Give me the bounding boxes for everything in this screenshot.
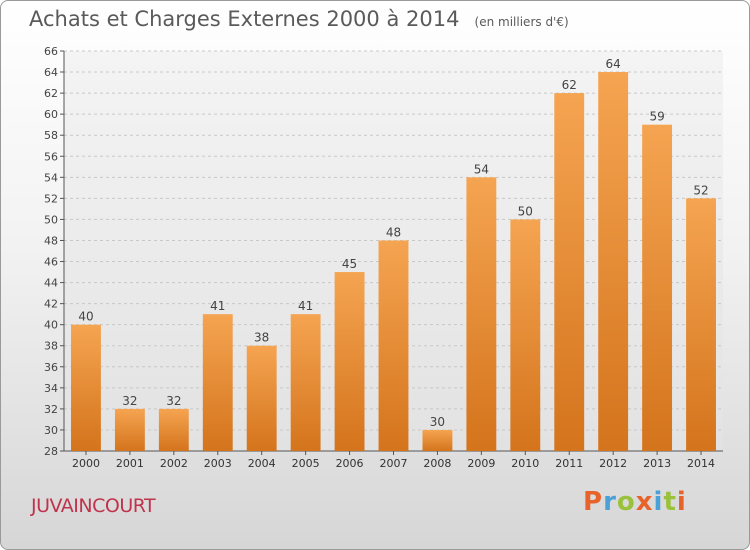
logo-letter: r [603,487,617,517]
bar-value-label: 54 [474,162,489,176]
y-tick-label: 34 [44,382,58,395]
x-tick-label: 2004 [248,457,276,470]
bar [290,314,321,451]
bar-value-label: 45 [342,257,357,271]
y-tick-label: 62 [44,87,58,100]
bar-value-label: 38 [254,331,269,345]
logo-letter: t [663,487,677,517]
y-tick-label: 42 [44,298,58,311]
logo-letter: x [635,487,654,517]
bar-value-label: 62 [562,78,577,92]
bar-value-label: 32 [122,394,137,408]
x-tick-label: 2013 [643,457,671,470]
bar [334,272,365,451]
y-tick-label: 66 [44,45,58,58]
logo-letter: i [676,487,687,517]
x-tick-label: 2011 [555,457,583,470]
bar [642,124,673,452]
commune-name: JUVAINCOURT [31,495,156,517]
bar [158,408,189,451]
bar [246,345,277,451]
x-tick-label: 2002 [160,457,188,470]
bar-value-label: 52 [693,183,708,197]
bar [422,429,453,451]
x-tick-label: 2005 [292,457,320,470]
chart-title: Achats et Charges Externes 2000 à 2014 [29,7,460,31]
bar-value-label: 59 [649,110,664,124]
x-tick-label: 2007 [380,457,408,470]
x-tick-label: 2012 [599,457,627,470]
y-tick-label: 64 [44,66,58,79]
chart-subtitle: (en milliers d'€) [474,15,569,29]
bar [598,72,629,451]
bar [378,240,409,451]
bar [554,93,585,452]
x-tick-label: 2001 [116,457,144,470]
bar [71,324,101,451]
bar-value-label: 30 [430,415,445,429]
y-tick-label: 54 [44,171,58,184]
bar-value-label: 32 [166,394,181,408]
bar-value-label: 50 [518,204,533,218]
bar-value-label: 41 [298,299,313,313]
bar [510,219,541,451]
y-tick-label: 46 [44,256,58,269]
x-tick-label: 2006 [336,457,364,470]
logo-letter: P [583,487,604,517]
bar [114,408,145,451]
y-tick-label: 52 [44,192,58,205]
y-tick-label: 40 [44,319,58,332]
y-tick-label: 60 [44,108,58,121]
x-tick-label: 2009 [467,457,495,470]
y-tick-label: 44 [44,277,58,290]
y-tick-label: 38 [44,340,58,353]
x-tick-label: 2010 [511,457,539,470]
logo-letter: o [616,487,636,517]
y-tick-label: 50 [44,213,58,226]
y-tick-label: 56 [44,150,58,163]
x-tick-label: 2008 [423,457,451,470]
chart-header: Achats et Charges Externes 2000 à 2014 (… [29,7,569,31]
bar [202,314,233,451]
y-tick-label: 32 [44,403,58,416]
bar [686,198,716,451]
bar [466,177,497,451]
y-tick-label: 30 [44,424,58,437]
x-tick-label: 2014 [687,457,715,470]
bar-value-label: 48 [386,225,401,239]
x-tick-label: 2000 [72,457,100,470]
bar-value-label: 40 [78,310,93,324]
logo-letter: i [653,487,664,517]
y-tick-label: 36 [44,361,58,374]
y-tick-label: 48 [44,234,58,247]
bar-value-label: 41 [210,299,225,313]
x-tick-label: 2003 [204,457,232,470]
bar-value-label: 64 [606,57,621,71]
y-tick-label: 28 [44,445,58,458]
y-tick-label: 58 [44,129,58,142]
proxiti-logo[interactable]: Proxiti [583,487,687,517]
